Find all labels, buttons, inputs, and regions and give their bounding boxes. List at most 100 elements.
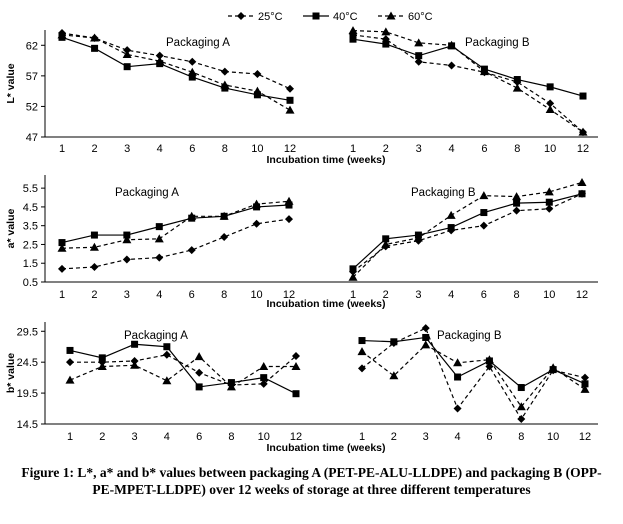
- data-point-a-1-7: [286, 84, 294, 93]
- y-tick-label-3: 29.5: [17, 326, 38, 338]
- x-tick-label-a-7: 12: [290, 431, 302, 443]
- data-point-a-2-2: [123, 231, 131, 239]
- data-point-a-1-2: [122, 255, 131, 264]
- data-point-a-3-4: [194, 352, 204, 361]
- data-point-a-1-0: [58, 264, 66, 273]
- data-point-a-2-3: [155, 223, 163, 231]
- data-point-b-1-4: [485, 362, 494, 371]
- y-axis-label: a* value: [5, 208, 17, 248]
- data-point-a-3-3: [162, 376, 172, 385]
- legend-label-3: 60°C: [408, 11, 433, 23]
- x-tick-label-b-4: 6: [481, 289, 487, 301]
- x-tick-label-a-2: 3: [132, 431, 138, 443]
- data-point-a-3-7: [291, 362, 301, 371]
- series-line-a-2: [69, 343, 297, 395]
- x-tick-label-a-7: 12: [284, 143, 296, 155]
- panel-title-a: Packaging A: [166, 37, 230, 49]
- panel-title-a: Packaging A: [115, 187, 179, 199]
- data-point-a-1-0: [66, 358, 74, 367]
- data-point-a-3-6: [259, 362, 269, 371]
- x-tick-label-a-3: 4: [156, 289, 162, 301]
- data-point-b-2-2: [422, 333, 430, 341]
- x-tick-label-b-4: 6: [481, 143, 487, 155]
- x-tick-label-a-4: 6: [189, 289, 195, 301]
- data-point-b-2-6: [546, 83, 554, 91]
- data-point-b-3-3: [447, 40, 457, 49]
- x-tick-label-a-5: 8: [228, 431, 234, 443]
- y-tick-label-1: 1.5: [23, 258, 38, 270]
- x-tick-label-a-6: 10: [258, 431, 270, 443]
- data-point-b-3-0: [348, 272, 358, 281]
- data-point-b-3-2: [414, 38, 424, 47]
- series-line-b-2: [352, 38, 584, 97]
- legend-marker-2: [312, 12, 320, 20]
- data-point-a-2-7: [292, 390, 300, 398]
- x-tick-label-b-3: 4: [455, 431, 461, 443]
- data-point-b-3-4: [479, 191, 489, 200]
- y-tick-label-1: 52: [26, 101, 38, 113]
- data-point-a-3-5: [219, 211, 229, 220]
- x-tick-label-b-2: 3: [415, 289, 421, 301]
- data-point-b-3-5: [512, 192, 522, 201]
- x-tick-label-b-1: 2: [383, 143, 389, 155]
- x-tick-label-b-7: 12: [579, 431, 591, 443]
- x-tick-label-a-0: 1: [67, 431, 73, 443]
- x-tick-label-a-0: 1: [59, 143, 65, 155]
- data-point-b-3-3: [453, 358, 463, 367]
- x-tick-label-a-2: 3: [124, 143, 130, 155]
- data-point-a-2-4: [188, 73, 196, 81]
- data-point-b-3-7: [578, 127, 588, 136]
- series-line-b-1: [352, 34, 584, 133]
- data-point-b-2-1: [382, 40, 390, 48]
- data-point-b-1-7: [581, 373, 589, 382]
- x-tick-label-a-1: 2: [92, 143, 98, 155]
- data-point-b-3-2: [413, 233, 423, 242]
- y-tick-label-0: 0.5: [23, 277, 38, 289]
- data-point-a-1-6: [253, 70, 262, 79]
- panel-title-b: Packaging B: [437, 330, 502, 342]
- series-line-a-1: [61, 32, 291, 90]
- data-point-a-3-3: [154, 234, 164, 243]
- data-point-a-2-1: [98, 354, 106, 362]
- data-point-a-3-5: [220, 80, 230, 89]
- data-point-a-3-1: [89, 242, 99, 251]
- x-axis-label: Incubation time (weeks): [266, 442, 385, 454]
- x-tick-label-b-2: 3: [423, 431, 429, 443]
- y-tick-label-2: 57: [26, 71, 38, 83]
- x-tick-label-a-1: 2: [91, 289, 97, 301]
- x-tick-label-b-5: 8: [514, 143, 520, 155]
- series-line-b-3: [352, 30, 584, 133]
- x-tick-label-a-5: 8: [222, 143, 228, 155]
- x-tick-label-a-7: 12: [283, 289, 295, 301]
- legend: 25°C 40°C 60°C: [228, 11, 433, 23]
- x-tick-label-b-1: 2: [391, 431, 397, 443]
- data-point-a-1-5: [220, 232, 229, 241]
- data-point-b-3-5: [516, 402, 526, 411]
- data-point-a-3-7: [284, 196, 294, 205]
- x-tick-label-a-3: 4: [157, 143, 163, 155]
- x-tick-label-b-7: 12: [577, 143, 589, 155]
- y-axis-label: b* value: [5, 353, 17, 393]
- x-tick-label-a-2: 3: [124, 289, 130, 301]
- data-point-b-1-6: [546, 99, 555, 108]
- data-point-b-2-0: [349, 35, 357, 43]
- series-line-a-1: [61, 218, 290, 270]
- data-point-a-1-3: [155, 253, 164, 262]
- data-point-a-2-4: [195, 383, 203, 391]
- y-tick-label-2: 24.5: [17, 357, 38, 369]
- series-line-a-2: [61, 36, 291, 101]
- legend-label-1: 25°C: [258, 11, 283, 23]
- data-point-a-2-2: [131, 340, 139, 348]
- data-point-a-1-4: [188, 57, 197, 66]
- legend-marker-1: [237, 12, 245, 20]
- data-point-b-3-6: [548, 363, 558, 372]
- chart-a-value: 0.5 1.5 2.5 3.5 4.5 5.5 a* value Incubation tim…: [5, 175, 598, 310]
- data-point-a-1-1: [90, 262, 99, 271]
- x-axis-label: Incubation time (weeks): [266, 298, 385, 310]
- data-point-b-3-4: [484, 355, 494, 364]
- data-point-b-2-7: [579, 92, 587, 100]
- data-point-b-3-5: [512, 83, 522, 92]
- y-tick-label-1: 19.5: [17, 388, 38, 400]
- x-tick-label-b-1: 2: [383, 289, 389, 301]
- data-point-a-3-0: [57, 243, 67, 252]
